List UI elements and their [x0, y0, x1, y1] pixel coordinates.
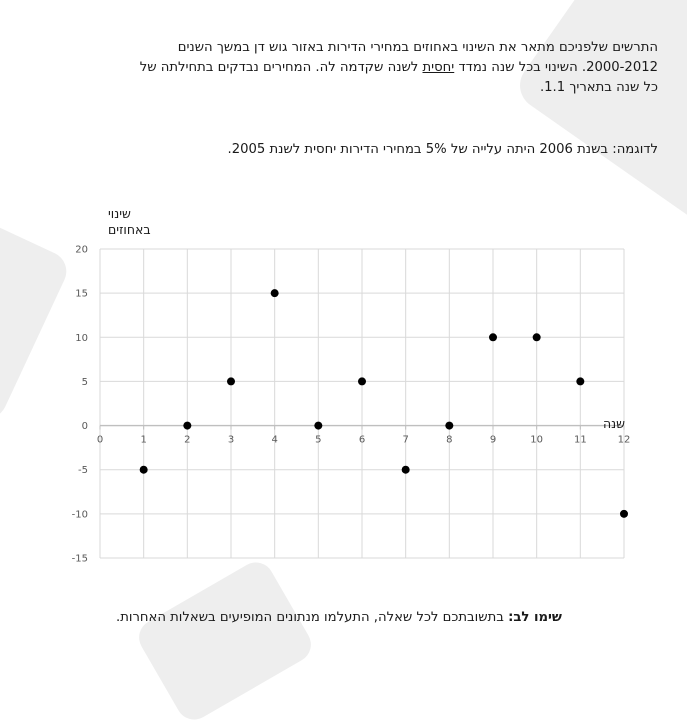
data-point [576, 377, 585, 386]
data-point [358, 377, 366, 386]
intro-line-2-end: לשנה שקדמה לה. המחירים נבדקים בתחילתה של [139, 60, 423, 75]
chart-points [139, 289, 628, 518]
x-tick-label: 0 [97, 435, 103, 446]
chart-grid [99, 248, 625, 559]
data-point [139, 465, 148, 474]
y-tick-label: -15 [72, 554, 88, 565]
y-tick-label: 0 [82, 421, 88, 432]
x-tick-label: 4 [271, 435, 277, 446]
example-sentence: לדוגמה: בשנת 2006 היתה עלייה של 5% במחיר… [227, 142, 658, 157]
x-tick-label: 10 [530, 435, 543, 446]
x-tick-label: 2 [184, 435, 190, 446]
data-point [532, 333, 541, 342]
data-point [314, 421, 323, 430]
x-tick-label: 9 [490, 435, 496, 446]
x-axis-label: שנה [603, 416, 625, 431]
x-tick-label: 8 [446, 435, 452, 446]
notice-paragraph: שימו לב: בתשובתכם לכל שאלה, התעלמו מנתונ… [30, 608, 658, 628]
intro-line-1: התרשים שלפניכם מתאר את השינוי באחוזים במ… [177, 40, 658, 55]
intro-paragraph: התרשים שלפניכם מתאר את השינוי באחוזים במ… [30, 38, 658, 98]
x-tick-label: 5 [315, 435, 321, 446]
data-point [270, 289, 279, 298]
y-tick-label: -10 [72, 509, 88, 520]
y-tick-label: 10 [75, 333, 88, 344]
chart-axes [99, 424, 625, 430]
data-point [489, 333, 497, 342]
intro-line-3: כל שנה בתאריך 1.1. [539, 80, 658, 95]
x-tick-label: 6 [359, 435, 365, 446]
y-axis-label-line-1: שינוי [108, 206, 131, 221]
intro-line-2: 2000-2012. השינוי בכל שנה נמדד יחסית לשנ… [30, 58, 658, 78]
data-point [183, 421, 192, 430]
notice-text: בתשובתכם לכל שאלה, התעלמו מנתונים המופיע… [116, 610, 509, 625]
y-tick-label: 5 [82, 377, 88, 388]
data-point [401, 465, 410, 474]
y-tick-label: -5 [78, 465, 88, 476]
y-tick-label: 20 [75, 245, 88, 256]
intro-line-2-start: 2000-2012. השינוי בכל שנה נמדד [454, 60, 658, 75]
x-tick-label: 3 [228, 435, 234, 446]
x-tick-label: 12 [618, 435, 631, 446]
y-axis-label-line-2: באחוזים [108, 222, 151, 237]
data-point [227, 377, 235, 386]
y-tick-label: 15 [75, 289, 88, 300]
intro-underlined-word: יחסית [422, 60, 455, 75]
data-point [620, 509, 628, 518]
x-tick-label: 7 [402, 435, 408, 446]
notice-bold-label: שימו לב: [508, 610, 562, 625]
data-point [445, 421, 454, 430]
x-tick-label: 1 [140, 435, 146, 446]
x-tick-label: 11 [574, 435, 587, 446]
